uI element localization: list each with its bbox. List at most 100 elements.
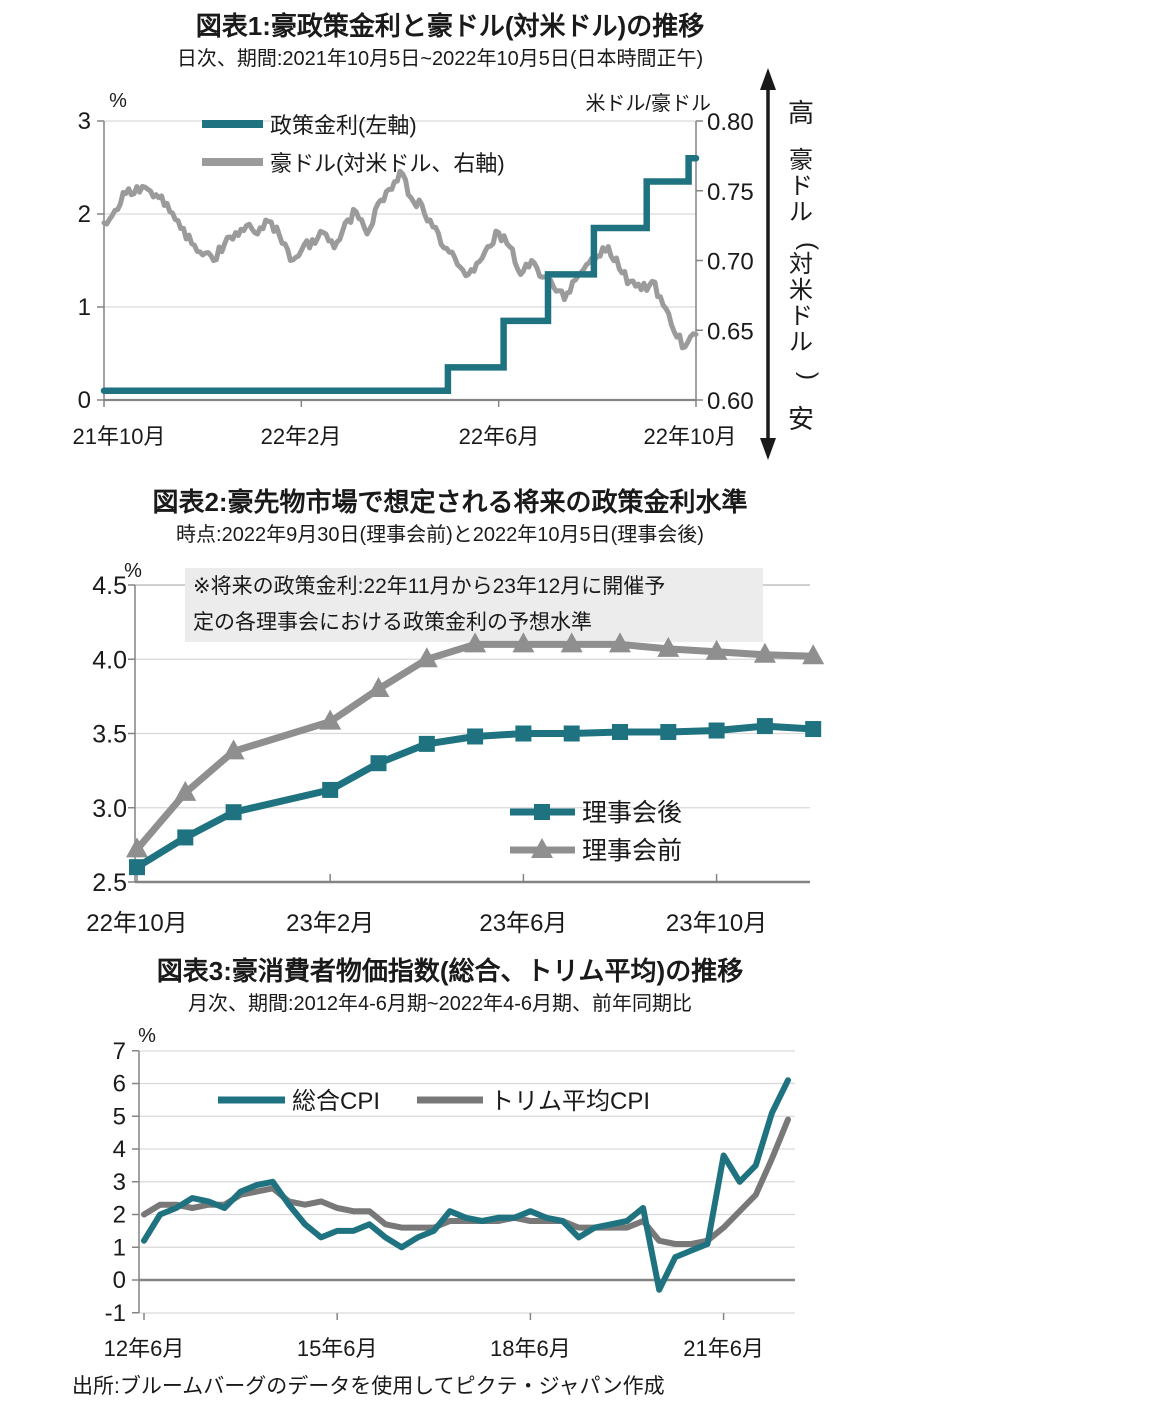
fig3-subtitle: 月次、期間:2012年4-6月期~2022年4-6月期、前年同期比 (187, 993, 693, 1015)
fig2-legend-marker-before (531, 838, 553, 858)
fig2-before-line (133, 640, 817, 853)
fig1-arrow-label-mid-char: ル (789, 329, 813, 356)
fig1-left-tick-label: 1 (78, 294, 91, 321)
fig3-x-tick-label: 12年6月 (104, 1336, 185, 1361)
fig3-x-tick-label: 18年6月 (490, 1336, 571, 1361)
fig1-arrow-label-mid-char: 米 (789, 277, 813, 304)
fig3-x-tick-label: 21年6月 (683, 1336, 764, 1361)
fig2-before-marker (367, 676, 390, 697)
fig2-legend-label-after: 理事会後 (582, 799, 682, 827)
fig1-arrow-head-down (760, 438, 776, 460)
fig1-x-tick-label: 22年6月 (459, 424, 540, 449)
fig2-before-marker (415, 647, 438, 668)
fig2-before-marker (464, 632, 487, 653)
fig2-left-tick-label: 2.5 (92, 869, 127, 897)
fig1-right-axis-label: 米ドル/豪ドル (585, 92, 711, 115)
fig2-before-marker (512, 632, 535, 653)
fig2-after-marker (708, 722, 725, 739)
fig2-annotation-line2: 定の各理事会における政策金利の予想水準 (193, 611, 592, 634)
fig2-before-marker (126, 837, 148, 858)
fig2-before-marker (657, 636, 680, 657)
fig3-legend-label-headline: 総合CPI (292, 1088, 380, 1115)
fig3-title: 図表3:豪消費者物価指数(総合、トリム平均)の推移 (156, 956, 744, 986)
fig2-x-tick-label: 23年10月 (666, 910, 767, 937)
fig2-legend-marker-after (534, 804, 550, 820)
fig2-after-marker (322, 781, 339, 798)
fig2-left-tick-label: 3.0 (92, 795, 127, 823)
fig1-arrow-label-high: 高 (788, 98, 814, 128)
fig2-x-tick-label: 23年2月 (286, 910, 374, 937)
fig3-legend-label-trimmed: トリム平均CPI (490, 1088, 650, 1115)
fig1-arrow-label-mid-char: ド (789, 173, 813, 200)
fig2-after-marker (177, 829, 194, 846)
fig1-legend-label-aud: 豪ドル(対米ドル、右軸) (270, 151, 505, 176)
fig2-before-marker (705, 639, 728, 660)
fig2-left-tick-label: 4.5 (92, 572, 127, 600)
fig2-before-marker (222, 739, 245, 760)
fig2-annotation-line1: ※将来の政策金利:22年11月から23年12月に開催予 (193, 575, 665, 598)
fig2-before-marker (609, 632, 631, 653)
fig2-left-tick-label: 4.0 (92, 646, 127, 674)
fig1-legend-label-policy: 政策金利(左軸) (270, 113, 417, 138)
fig1-x-tick-label: 22年10月 (644, 424, 737, 449)
fig1-arrow-label-mid-char: ( (795, 242, 822, 250)
fig2-after-marker (756, 718, 773, 735)
fig1-left-tick-label: 3 (78, 108, 91, 135)
fig1-arrow-head-up (760, 68, 776, 90)
fig1-arrow-label-mid-char: 豪 (789, 147, 813, 174)
fig1-title: 図表1:豪政策金利と豪ドル(対米ドル)の推移 (195, 11, 705, 41)
fig3-left-tick-label: -1 (105, 1300, 126, 1327)
fig2-after-marker (515, 725, 532, 742)
fig3-x-tick-label: 15年6月 (297, 1336, 378, 1361)
fig2-legend-label-before: 理事会前 (582, 837, 682, 865)
fig2-before-marker (319, 709, 342, 730)
fig1-subtitle: 日次、期間:2021年10月5日~2022年10月5日(日本時間正午) (176, 48, 704, 70)
fig2-after-marker (225, 804, 242, 821)
fig2-left-tick-label: 3.5 (92, 721, 127, 749)
fig2-before-marker (753, 642, 776, 663)
fig2-after-marker (563, 725, 580, 742)
fig3-left-tick-label: 4 (113, 1136, 126, 1163)
fig1-left-tick-label: 2 (78, 201, 91, 228)
fig1-arrow-label-low: 安 (788, 404, 814, 434)
fig1-right-tick-label: 0.65 (707, 318, 754, 345)
fig2-before-marker (174, 780, 197, 801)
fig2-after-marker (660, 724, 677, 741)
source-note: 出所:ブルームバーグのデータを使用してピクテ・ジャパン作成 (72, 1375, 665, 1398)
fig2-annotation-box (185, 568, 763, 642)
fig3-left-tick-label: 7 (113, 1038, 126, 1065)
fig2-subtitle: 時点:2022年9月30日(理事会前)と2022年10月5日(理事会後) (176, 524, 704, 546)
fig2-after-marker (805, 721, 822, 738)
fig1-policy-line (100, 154, 700, 394)
fig2-title: 図表2:豪先物市場で想定される将来の政策金利水準 (152, 487, 748, 517)
fig1-right-tick-label: 0.60 (707, 388, 754, 415)
fig1-arrow-label-mid-char: 対 (789, 251, 813, 278)
fig2-after-marker (467, 728, 484, 745)
fig3-left-tick-label: 5 (113, 1103, 126, 1130)
fig1-arrow-label-mid-char: ) (795, 372, 822, 380)
fig3-left-tick-label: 0 (113, 1267, 126, 1294)
fig2-left-axis-unit: % (124, 560, 142, 582)
fig1-aud-line (101, 168, 699, 351)
fig1-arrow-label-mid-char: ド (789, 303, 813, 330)
fig1-left-tick-label: 0 (78, 387, 91, 414)
fig1-right-tick-label: 0.80 (707, 109, 754, 136)
fig2-x-tick-label: 22年10月 (86, 910, 187, 937)
fig2-after-marker (612, 724, 628, 741)
fig2-after-marker (370, 755, 387, 772)
fig1-x-tick-label: 22年2月 (261, 424, 342, 449)
fig2-after-line (133, 722, 817, 871)
fig2-after-marker (418, 735, 435, 752)
fig2-after-marker (129, 859, 145, 876)
fig3-headline-cpi-line (141, 1077, 791, 1293)
fig1-right-tick-label: 0.75 (707, 179, 754, 206)
fig3-left-tick-label: 1 (113, 1234, 126, 1261)
fig2-before-marker (560, 632, 583, 653)
fig2-before-marker (802, 644, 825, 665)
fig3-left-tick-label: 2 (113, 1202, 126, 1229)
fig3-left-tick-label: 6 (113, 1071, 126, 1098)
fig3-trimmed-cpi-line (141, 1116, 791, 1247)
fig1-right-tick-label: 0.70 (707, 249, 754, 276)
fig1-left-axis-unit: % (109, 90, 127, 112)
